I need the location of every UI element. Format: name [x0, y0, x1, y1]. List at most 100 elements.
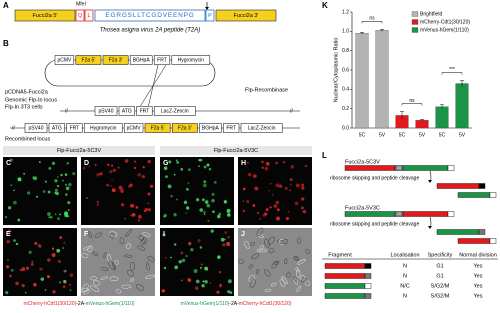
nucleus: [120, 203, 125, 207]
nucleus: [187, 182, 190, 185]
nucleus: [218, 212, 222, 216]
nucleus: [6, 265, 10, 269]
nucleus: [208, 167, 212, 171]
group-header: [3, 146, 155, 155]
nucleus: [245, 199, 250, 204]
nucleus: [56, 184, 60, 188]
nucleus: [56, 248, 61, 253]
gene-label: Fucci2a 3': [234, 13, 259, 19]
nucleus: [265, 161, 270, 166]
fragment: [344, 211, 396, 217]
image-caption: mVenus-hGem(1/110)-2A-mCherry-hCdt1(30/1…: [180, 301, 291, 307]
nucleus: [301, 183, 305, 187]
image-label: C: [6, 160, 11, 167]
cell-name: Flp-In 3T3 cells: [5, 104, 43, 110]
track-label: F2a 5': [151, 125, 165, 131]
nucleus: [133, 160, 137, 163]
cell-outline: [264, 288, 272, 293]
nucleus: [180, 251, 184, 255]
cell-outline: [93, 280, 100, 286]
cell-outline: [142, 237, 147, 245]
cell-outline: [112, 262, 116, 271]
cell-outline: [299, 275, 306, 281]
track-label: BGHpA: [133, 57, 151, 63]
nucleus: [227, 213, 231, 217]
cell-outline: [89, 285, 100, 292]
nucleus: [51, 161, 56, 165]
nucleus: [34, 241, 38, 245]
nucleus: [46, 275, 50, 279]
nucleus: [222, 243, 226, 247]
cell-outline: [249, 242, 255, 247]
nucleus: [54, 188, 59, 192]
crossover: [140, 64, 167, 107]
cell-outline: [101, 267, 109, 271]
cell-outline: [103, 252, 107, 258]
nucleus: [6, 240, 10, 244]
track-label: ATG: [52, 125, 62, 131]
nucleus: [65, 186, 70, 191]
nucleus: [55, 192, 59, 196]
nucleus: [109, 170, 113, 174]
nucleus: [111, 178, 113, 181]
error-bar: [400, 111, 404, 120]
nucleus: [9, 158, 13, 162]
arrow-head: [428, 226, 432, 229]
nucleus: [254, 186, 259, 191]
bar: [435, 106, 449, 129]
nucleus: [289, 189, 291, 192]
track-label: Hygromycin: [90, 125, 117, 131]
nucleus: [273, 204, 278, 208]
nucleus: [107, 163, 110, 167]
fragment-tail: [364, 263, 372, 269]
nucleus: [54, 179, 58, 183]
track-label: LacZ-Zeocin: [248, 125, 276, 131]
fragment: [436, 229, 480, 235]
nucleus: [54, 213, 57, 216]
nucleus: [19, 268, 23, 272]
nucleus: [72, 172, 76, 176]
nucleus: [30, 262, 34, 266]
residue-box: [205, 9, 215, 22]
table-header: Normal division: [459, 252, 497, 258]
nucleus: [209, 282, 212, 284]
nucleus: [161, 289, 166, 293]
nucleus: [59, 281, 62, 284]
cell-outline: [110, 232, 115, 239]
significance-bracket: [441, 72, 463, 75]
fragment-tail: [364, 283, 372, 289]
nucleus: [275, 183, 280, 188]
nucleus: [199, 208, 204, 212]
nucleus: [264, 166, 269, 171]
track-box: [240, 123, 283, 133]
fragment-tail: [364, 293, 372, 299]
track-box: [118, 106, 135, 116]
cell-outline: [251, 253, 260, 260]
nucleus: [204, 200, 209, 204]
nucleus: [199, 266, 202, 269]
table-cell: N: [403, 273, 407, 279]
cell-outline: [244, 241, 250, 249]
nucleus: [137, 219, 140, 222]
cell-outline: [94, 232, 103, 238]
cell-outline: [87, 231, 93, 239]
nucleus: [262, 213, 266, 217]
nucleus: [23, 172, 26, 175]
nucleus: [186, 206, 190, 210]
break-mark: //: [65, 108, 68, 114]
nucleus: [190, 248, 194, 252]
nucleus: [170, 195, 173, 198]
nucleus: [141, 175, 146, 179]
legend-label: mCherry-Cdt1(30/120): [420, 19, 470, 25]
track-box: [199, 123, 222, 133]
nucleus: [163, 266, 167, 270]
y-tick-label: 1.2: [342, 9, 349, 15]
panel-label: B: [3, 39, 9, 48]
table-cell: S/G2/M: [431, 293, 450, 299]
nucleus: [185, 187, 189, 191]
fragment-tail: [489, 192, 497, 198]
nucleus: [162, 233, 166, 237]
fragment-tail: [478, 229, 486, 235]
nucleus: [112, 168, 116, 172]
